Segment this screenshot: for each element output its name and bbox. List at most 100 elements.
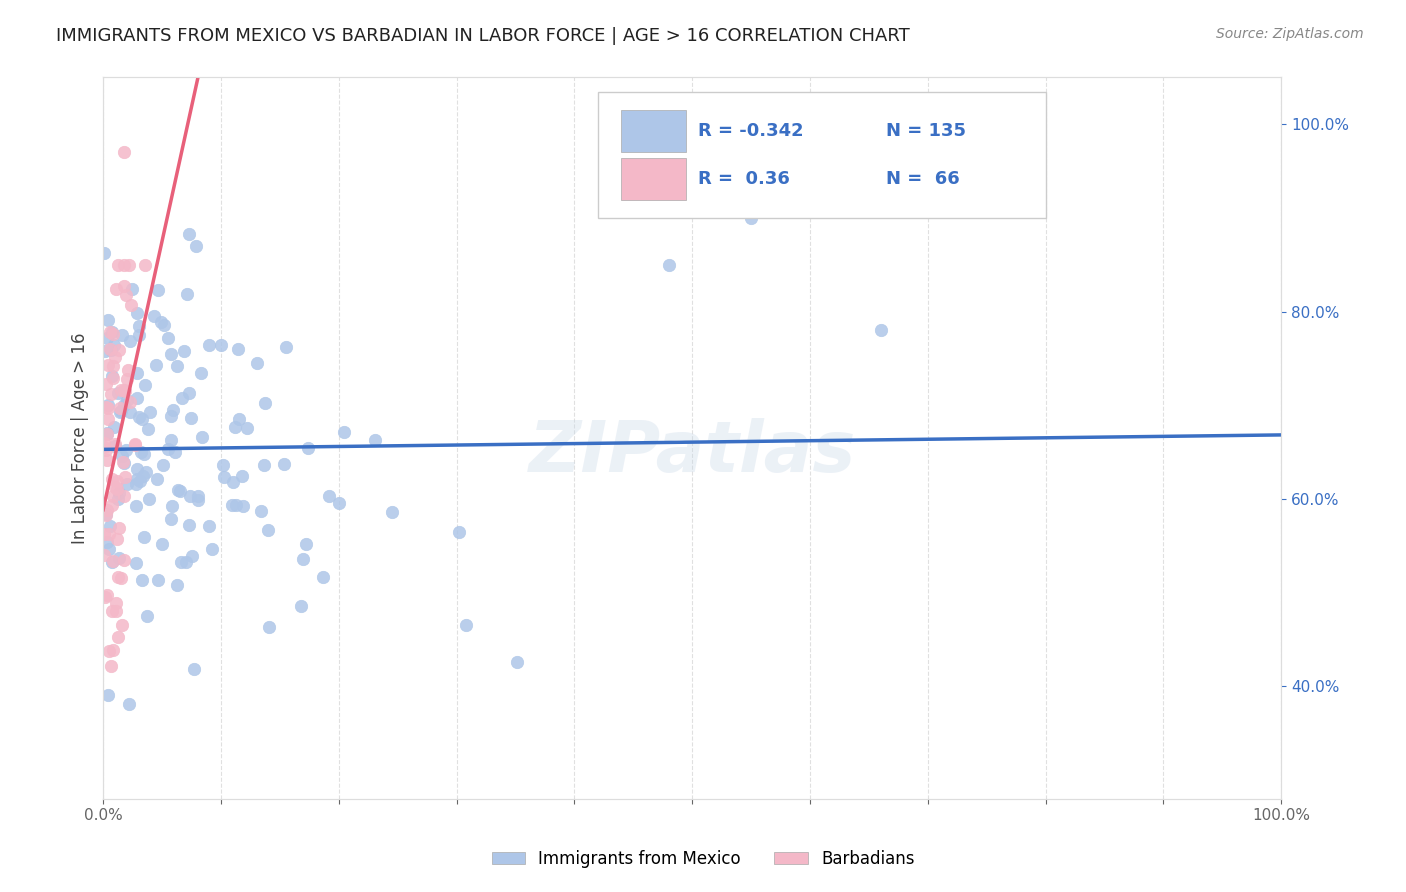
Point — [112, 489, 135, 503]
Point — [110, 571, 132, 585]
Point — [125, 305, 148, 319]
Point — [124, 437, 146, 451]
Point — [101, 368, 124, 383]
Text: ZIPatlas: ZIPatlas — [529, 418, 856, 487]
Point — [103, 642, 125, 657]
Point — [125, 366, 148, 380]
Text: N =  66: N = 66 — [886, 170, 960, 188]
Point — [104, 282, 127, 296]
Point — [112, 258, 135, 272]
Point — [105, 482, 128, 496]
Point — [112, 383, 135, 397]
Point — [212, 470, 235, 484]
Point — [118, 258, 141, 272]
Point — [107, 258, 129, 272]
Point — [129, 474, 152, 488]
Point — [121, 282, 143, 296]
Point — [112, 398, 135, 412]
Point — [96, 589, 118, 603]
Point — [170, 555, 193, 569]
FancyBboxPatch shape — [621, 110, 686, 152]
Point — [97, 527, 120, 541]
Point — [143, 309, 166, 323]
Point — [115, 442, 138, 457]
Point — [149, 315, 172, 329]
Point — [104, 437, 127, 451]
Point — [100, 386, 122, 401]
Point — [97, 643, 120, 657]
Point — [93, 440, 115, 454]
Point — [259, 620, 281, 634]
Point — [146, 573, 169, 587]
Point — [198, 519, 221, 533]
Point — [232, 500, 254, 514]
Point — [162, 499, 184, 513]
Point — [134, 258, 156, 272]
Point — [156, 331, 179, 345]
Point — [312, 570, 335, 584]
Point — [139, 405, 162, 419]
Point — [157, 442, 180, 456]
Point — [93, 548, 115, 562]
Point — [153, 318, 176, 333]
Point — [201, 542, 224, 557]
Point — [129, 444, 152, 458]
Point — [191, 430, 214, 444]
Point — [166, 578, 188, 592]
Point — [364, 433, 387, 447]
Point — [93, 246, 115, 260]
Point — [235, 421, 257, 435]
Point — [125, 461, 148, 475]
Point — [110, 384, 132, 398]
Point — [124, 438, 146, 452]
Point — [100, 343, 122, 357]
Point — [869, 323, 891, 337]
Point — [169, 484, 191, 499]
Point — [187, 489, 209, 503]
Point — [250, 503, 273, 517]
Point — [221, 498, 243, 512]
Point — [381, 505, 404, 519]
Point — [253, 458, 276, 473]
Point — [226, 342, 249, 356]
Point — [101, 325, 124, 339]
Point — [104, 596, 127, 610]
Point — [291, 551, 314, 566]
FancyBboxPatch shape — [621, 158, 686, 200]
Point — [160, 347, 183, 361]
Point — [97, 401, 120, 415]
Point — [108, 401, 131, 416]
Point — [107, 570, 129, 584]
Point — [254, 396, 277, 410]
Point — [128, 328, 150, 343]
Point — [125, 500, 148, 514]
Point — [190, 366, 212, 380]
Point — [127, 472, 149, 486]
Point — [101, 604, 124, 618]
Point — [506, 655, 529, 669]
Point — [96, 358, 118, 372]
Point — [112, 456, 135, 470]
Point — [231, 469, 253, 483]
Point — [107, 386, 129, 401]
Point — [224, 420, 246, 434]
Point — [297, 441, 319, 455]
Point — [110, 403, 132, 417]
Point — [103, 359, 125, 373]
Point — [114, 279, 136, 293]
Point — [103, 420, 125, 434]
Point — [98, 518, 121, 533]
Point — [120, 298, 142, 312]
Text: R = -0.342: R = -0.342 — [697, 122, 804, 140]
Point — [276, 340, 298, 354]
Text: Source: ZipAtlas.com: Source: ZipAtlas.com — [1216, 27, 1364, 41]
Point — [125, 477, 148, 491]
Point — [177, 227, 200, 242]
Point — [118, 697, 141, 711]
Point — [211, 458, 233, 472]
Point — [162, 403, 184, 417]
Point — [290, 599, 312, 614]
Point — [658, 258, 681, 272]
Point — [246, 356, 269, 370]
Point — [132, 530, 155, 544]
